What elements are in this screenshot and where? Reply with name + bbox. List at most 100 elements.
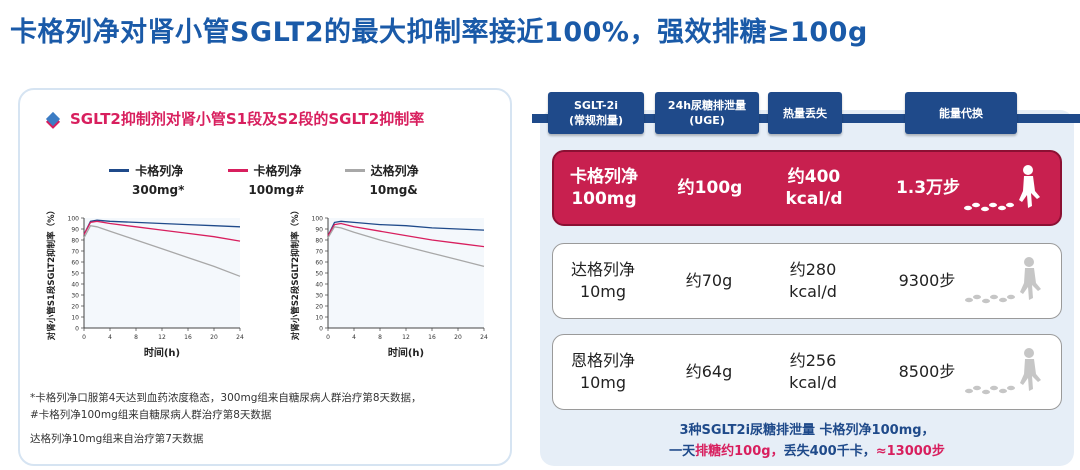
y-tick-label: 80 [315, 238, 323, 245]
x-tick-label: 16 [428, 334, 436, 341]
y-tick-label: 50 [71, 271, 79, 278]
col-header-drug: SGLT-2i (常规剂量) [548, 92, 644, 134]
cell-heat: 约400 kcal/d [785, 167, 843, 209]
y-tick-label: 0 [75, 326, 79, 333]
legend-dose: 10mg& [369, 183, 418, 197]
col-header-uge: 24h尿糖排泄量 (UGE) [655, 92, 759, 134]
y-axis-label: 对肾小管S2段SGLT2抑制率（%） [290, 210, 301, 340]
legend-item-canagliflozin-100: 卡格列净 100mg# [224, 162, 305, 197]
y-tick-label: 60 [71, 260, 79, 267]
legend-dose: 300mg* [132, 183, 185, 197]
cell-drug: 卡格列净 100mg [570, 167, 638, 209]
legend-line-swatch [227, 169, 248, 172]
col-header-text: 能量代换 [939, 106, 983, 120]
cell-uge: 约70g [685, 271, 733, 290]
y-tick-label: 70 [71, 249, 79, 256]
plot-area [328, 218, 484, 328]
legend-dose: 100mg# [248, 183, 305, 197]
y-tick-label: 90 [71, 227, 79, 234]
chart-panel-heading: SGLT2抑制剂对肾小管S1段及S2段的SGLT2抑制率 [45, 108, 425, 129]
summary-line-2: 一天排糖约100g，丢失400千卡，≈13000步 [552, 441, 1062, 462]
x-tick-label: 4 [108, 334, 112, 341]
x-tick-label: 0 [82, 334, 86, 341]
y-tick-label: 90 [315, 227, 323, 234]
x-tick-label: 16 [184, 334, 192, 341]
y-tick-label: 60 [315, 260, 323, 267]
table-row: 恩格列净 10mg 约64g 约256 kcal/d 8500步 [552, 334, 1062, 410]
summary-part: 丢失400千卡， [783, 444, 876, 459]
legend-drug: 卡格列净 [135, 164, 184, 178]
y-tick-label: 30 [71, 293, 79, 300]
legend-item-dapagliflozin-10: 达格列净 10mg& [344, 162, 419, 197]
chart-s1-segment: 0 10 20 30 40 50 60 70 80 90 100 0 4 8 12 16 20 24 时间(h) 对肾… [46, 210, 244, 359]
y-tick-label: 20 [71, 304, 79, 311]
x-tick-label: 24 [236, 334, 244, 341]
chart-panel-heading-text: SGLT2抑制剂对肾小管S1段及S2段的SGLT2抑制率 [70, 110, 425, 128]
page-title: 卡格列净对肾小管SGLT2的最大抑制率接近100%，强效排糖≥100g [10, 17, 868, 48]
y-tick-label: 10 [315, 315, 323, 322]
x-tick-label: 12 [402, 334, 410, 341]
y-tick-label: 50 [315, 271, 323, 278]
footnote-1: *卡格列净口服第4天达到血药浓度稳态，300mg组来自糖尿病人群治疗第8天数据， [30, 392, 422, 404]
cell-drug: 达格列净 10mg [570, 260, 635, 301]
cell-heat: 约280 kcal/d [789, 260, 837, 301]
series-line [327, 220, 485, 236]
cell-uge: 约100g [677, 178, 743, 198]
col-header-energy: 能量代换 [905, 92, 1017, 134]
y-tick-label: 30 [315, 293, 323, 300]
y-tick-label: 20 [315, 304, 323, 311]
summary-part: ≈13000步 [875, 444, 945, 459]
summary-part: 排糖约100g， [695, 444, 784, 459]
y-axis-label: 对肾小管S1段SGLT2抑制率（%） [46, 210, 57, 340]
legend-drug: 达格列净 [370, 164, 419, 178]
table-row: 达格列净 10mg 约70g 约280 kcal/d 9300步 [552, 243, 1062, 319]
footnote-3: 达格列净10mg组来自治疗第7天数据 [30, 433, 204, 445]
legend-line-swatch [109, 169, 130, 172]
footnote-2: #卡格列净100mg组来自糖尿病人群治疗第8天数据 [30, 409, 272, 421]
summary-part: 一天 [669, 444, 696, 459]
x-axis-label: 时间(h) [388, 346, 424, 359]
summary-text: 3种SGLT2i尿糖排泄量 卡格列净100mg， 一天排糖约100g，丢失400… [552, 420, 1062, 462]
legend-line-swatch [344, 169, 365, 172]
series-line [83, 220, 241, 242]
x-tick-label: 8 [134, 334, 138, 341]
cell-steps: 8500步 [898, 362, 956, 381]
col-header-heat: 热量丢失 [768, 92, 842, 134]
chart-s2-segment: 0 10 20 30 40 50 60 70 80 90 100 0 4 8 12 16 20 24 时间(h) 对肾… [290, 210, 488, 359]
col-header-text: SGLT-2i (常规剂量) [568, 99, 624, 127]
y-tick-label: 0 [319, 326, 323, 333]
x-tick-label: 20 [454, 334, 462, 341]
series-line [327, 226, 485, 268]
cell-heat: 约256 kcal/d [789, 351, 837, 392]
y-tick-label: 40 [315, 282, 323, 289]
y-tick-label: 70 [315, 249, 323, 256]
series-line [83, 224, 241, 277]
y-tick-label: 100 [312, 216, 324, 223]
x-tick-label: 4 [352, 334, 356, 341]
y-tick-label: 10 [71, 315, 79, 322]
y-tick-label: 40 [71, 282, 79, 289]
walking-person-icon [964, 165, 1040, 212]
cell-uge: 约64g [685, 362, 733, 381]
y-tick-label: 100 [68, 216, 80, 223]
diamond-bullet-icon [45, 111, 61, 126]
series-line [327, 222, 485, 248]
legend-item-canagliflozin-300: 卡格列净 300mg* [108, 162, 184, 197]
walking-person-icon [965, 257, 1041, 304]
col-header-text: 24h尿糖排泄量 (UGE) [667, 99, 747, 127]
cell-steps: 1.3万步 [895, 178, 961, 198]
chart-legend: 卡格列净 300mg* 卡格列净 100mg# 达格列净 10mg& [108, 162, 419, 197]
x-axis-label: 时间(h) [144, 346, 180, 359]
cell-steps: 9300步 [898, 271, 956, 290]
series-line [83, 219, 241, 235]
x-tick-label: 8 [378, 334, 382, 341]
walking-person-icon [965, 348, 1041, 395]
summary-line-1: 3种SGLT2i尿糖排泄量 卡格列净100mg， [679, 423, 935, 438]
x-tick-label: 12 [158, 334, 166, 341]
y-tick-label: 80 [71, 238, 79, 245]
x-tick-label: 24 [480, 334, 488, 341]
x-tick-label: 20 [210, 334, 218, 341]
cell-drug: 恩格列净 10mg [570, 351, 635, 392]
x-tick-label: 0 [326, 334, 330, 341]
